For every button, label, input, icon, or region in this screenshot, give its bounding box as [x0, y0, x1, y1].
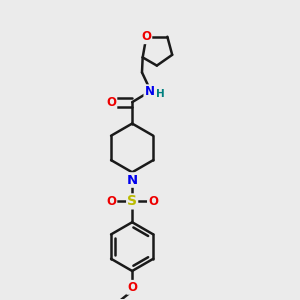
Text: H: H — [156, 89, 165, 99]
Text: N: N — [127, 173, 138, 187]
Text: N: N — [127, 173, 138, 187]
Text: O: O — [148, 195, 158, 208]
Text: O: O — [106, 96, 116, 109]
Text: S: S — [127, 194, 137, 208]
Text: O: O — [127, 281, 137, 294]
Text: O: O — [141, 30, 151, 43]
Text: O: O — [106, 195, 116, 208]
Text: N: N — [144, 85, 154, 98]
